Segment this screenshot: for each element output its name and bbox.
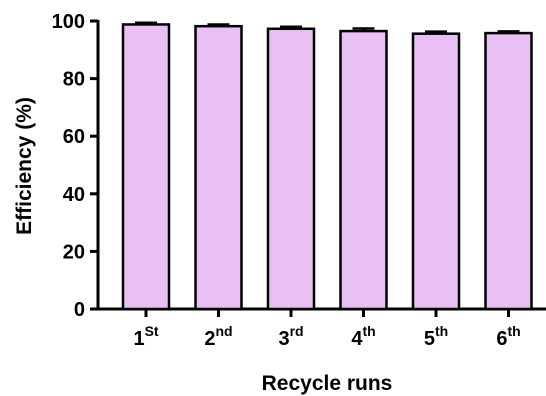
x-tick-label: 1St — [133, 323, 158, 350]
bar — [339, 29, 388, 311]
bar — [194, 24, 243, 311]
y-tick-label: 40 — [63, 184, 85, 206]
x-tick-label: 2nd — [204, 323, 232, 350]
x-tick-label: 6th — [496, 323, 520, 350]
y-tick-labels: 0 20 40 60 80 100 — [52, 11, 85, 321]
y-tick-label: 20 — [63, 241, 85, 263]
bar — [484, 31, 533, 311]
y-tick-label: 0 — [74, 299, 85, 321]
y-tick-label: 60 — [63, 126, 85, 148]
bar — [266, 27, 316, 311]
x-tick-labels: 1St 2nd 3rd 4th 5th 6th — [133, 323, 520, 350]
x-axis-label: Recycle runs — [262, 372, 393, 395]
bars — [121, 21, 533, 311]
y-tick-label: 100 — [52, 11, 85, 33]
x-tick-label: 3rd — [278, 323, 303, 350]
bar — [411, 32, 461, 311]
x-tick-label: 5th — [424, 323, 448, 350]
y-tick-label: 80 — [63, 69, 85, 91]
bar — [121, 23, 171, 311]
x-tick-label: 4th — [351, 323, 375, 350]
y-axis-label: Efficiency (%) — [13, 97, 36, 235]
axes — [90, 19, 546, 317]
